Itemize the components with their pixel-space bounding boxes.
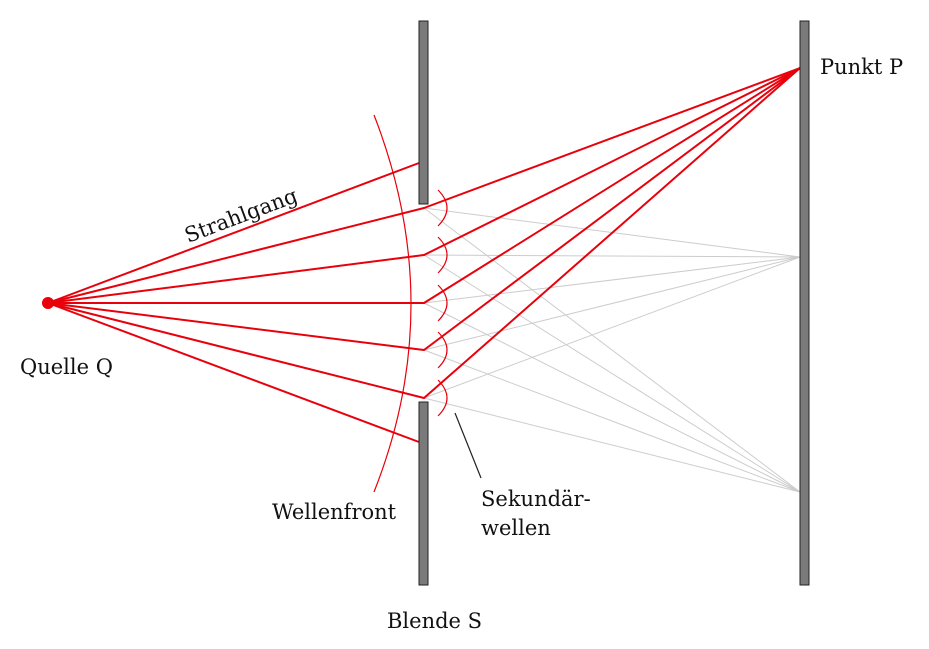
secondary-waves-leader [454,412,482,479]
secondary-wavelet-group [437,189,448,417]
secondary-ray-group [423,207,801,493]
incident-ray-group [47,162,425,443]
secondary-wavelet-arc [437,379,448,417]
diffracted-ray [423,67,801,209]
diffracted-ray [423,67,801,256]
secondary-ray [423,254,801,258]
diffracted-ray [423,67,801,304]
wavefront-label: Wellenfront [272,500,397,524]
secondary-ray [423,254,801,493]
secondary-ray [423,207,801,493]
secondary-wavelet-arc [437,284,448,322]
secondary-ray [423,349,801,493]
secondary-ray [423,256,801,351]
secondary-ray [423,256,801,304]
secondary-wavelet-arc [437,189,448,227]
secondary-waves-label-line1: Sekundär- [481,487,591,511]
secondary-waves-label-line2: wellen [481,516,551,540]
diffracted-ray [423,67,801,399]
incident-ray-blocked-top [47,162,420,304]
point-p-label: Punkt P [820,55,903,79]
aperture-bottom-bar [418,401,429,586]
diffracted-ray [423,67,801,351]
incident-ray [47,302,425,351]
secondary-ray [423,397,801,493]
ray-path-label: Strahlgang [181,183,300,247]
aperture-label: Blende S [387,609,482,633]
observation-screen [799,20,810,586]
aperture-top-bar [418,20,429,205]
secondary-wavelet-arc [437,236,448,274]
secondary-wavelet-arc [437,331,448,369]
incident-ray [47,207,425,304]
source-label: Quelle Q [20,355,113,379]
secondary-ray [423,302,801,493]
secondary-ray [423,256,801,399]
source-dot [42,297,54,309]
incident-ray-blocked-bottom [47,302,420,443]
incident-ray [47,254,425,304]
diffracted-ray-group [423,67,801,399]
wavefront-arc [373,114,412,493]
incident-ray [47,302,425,399]
